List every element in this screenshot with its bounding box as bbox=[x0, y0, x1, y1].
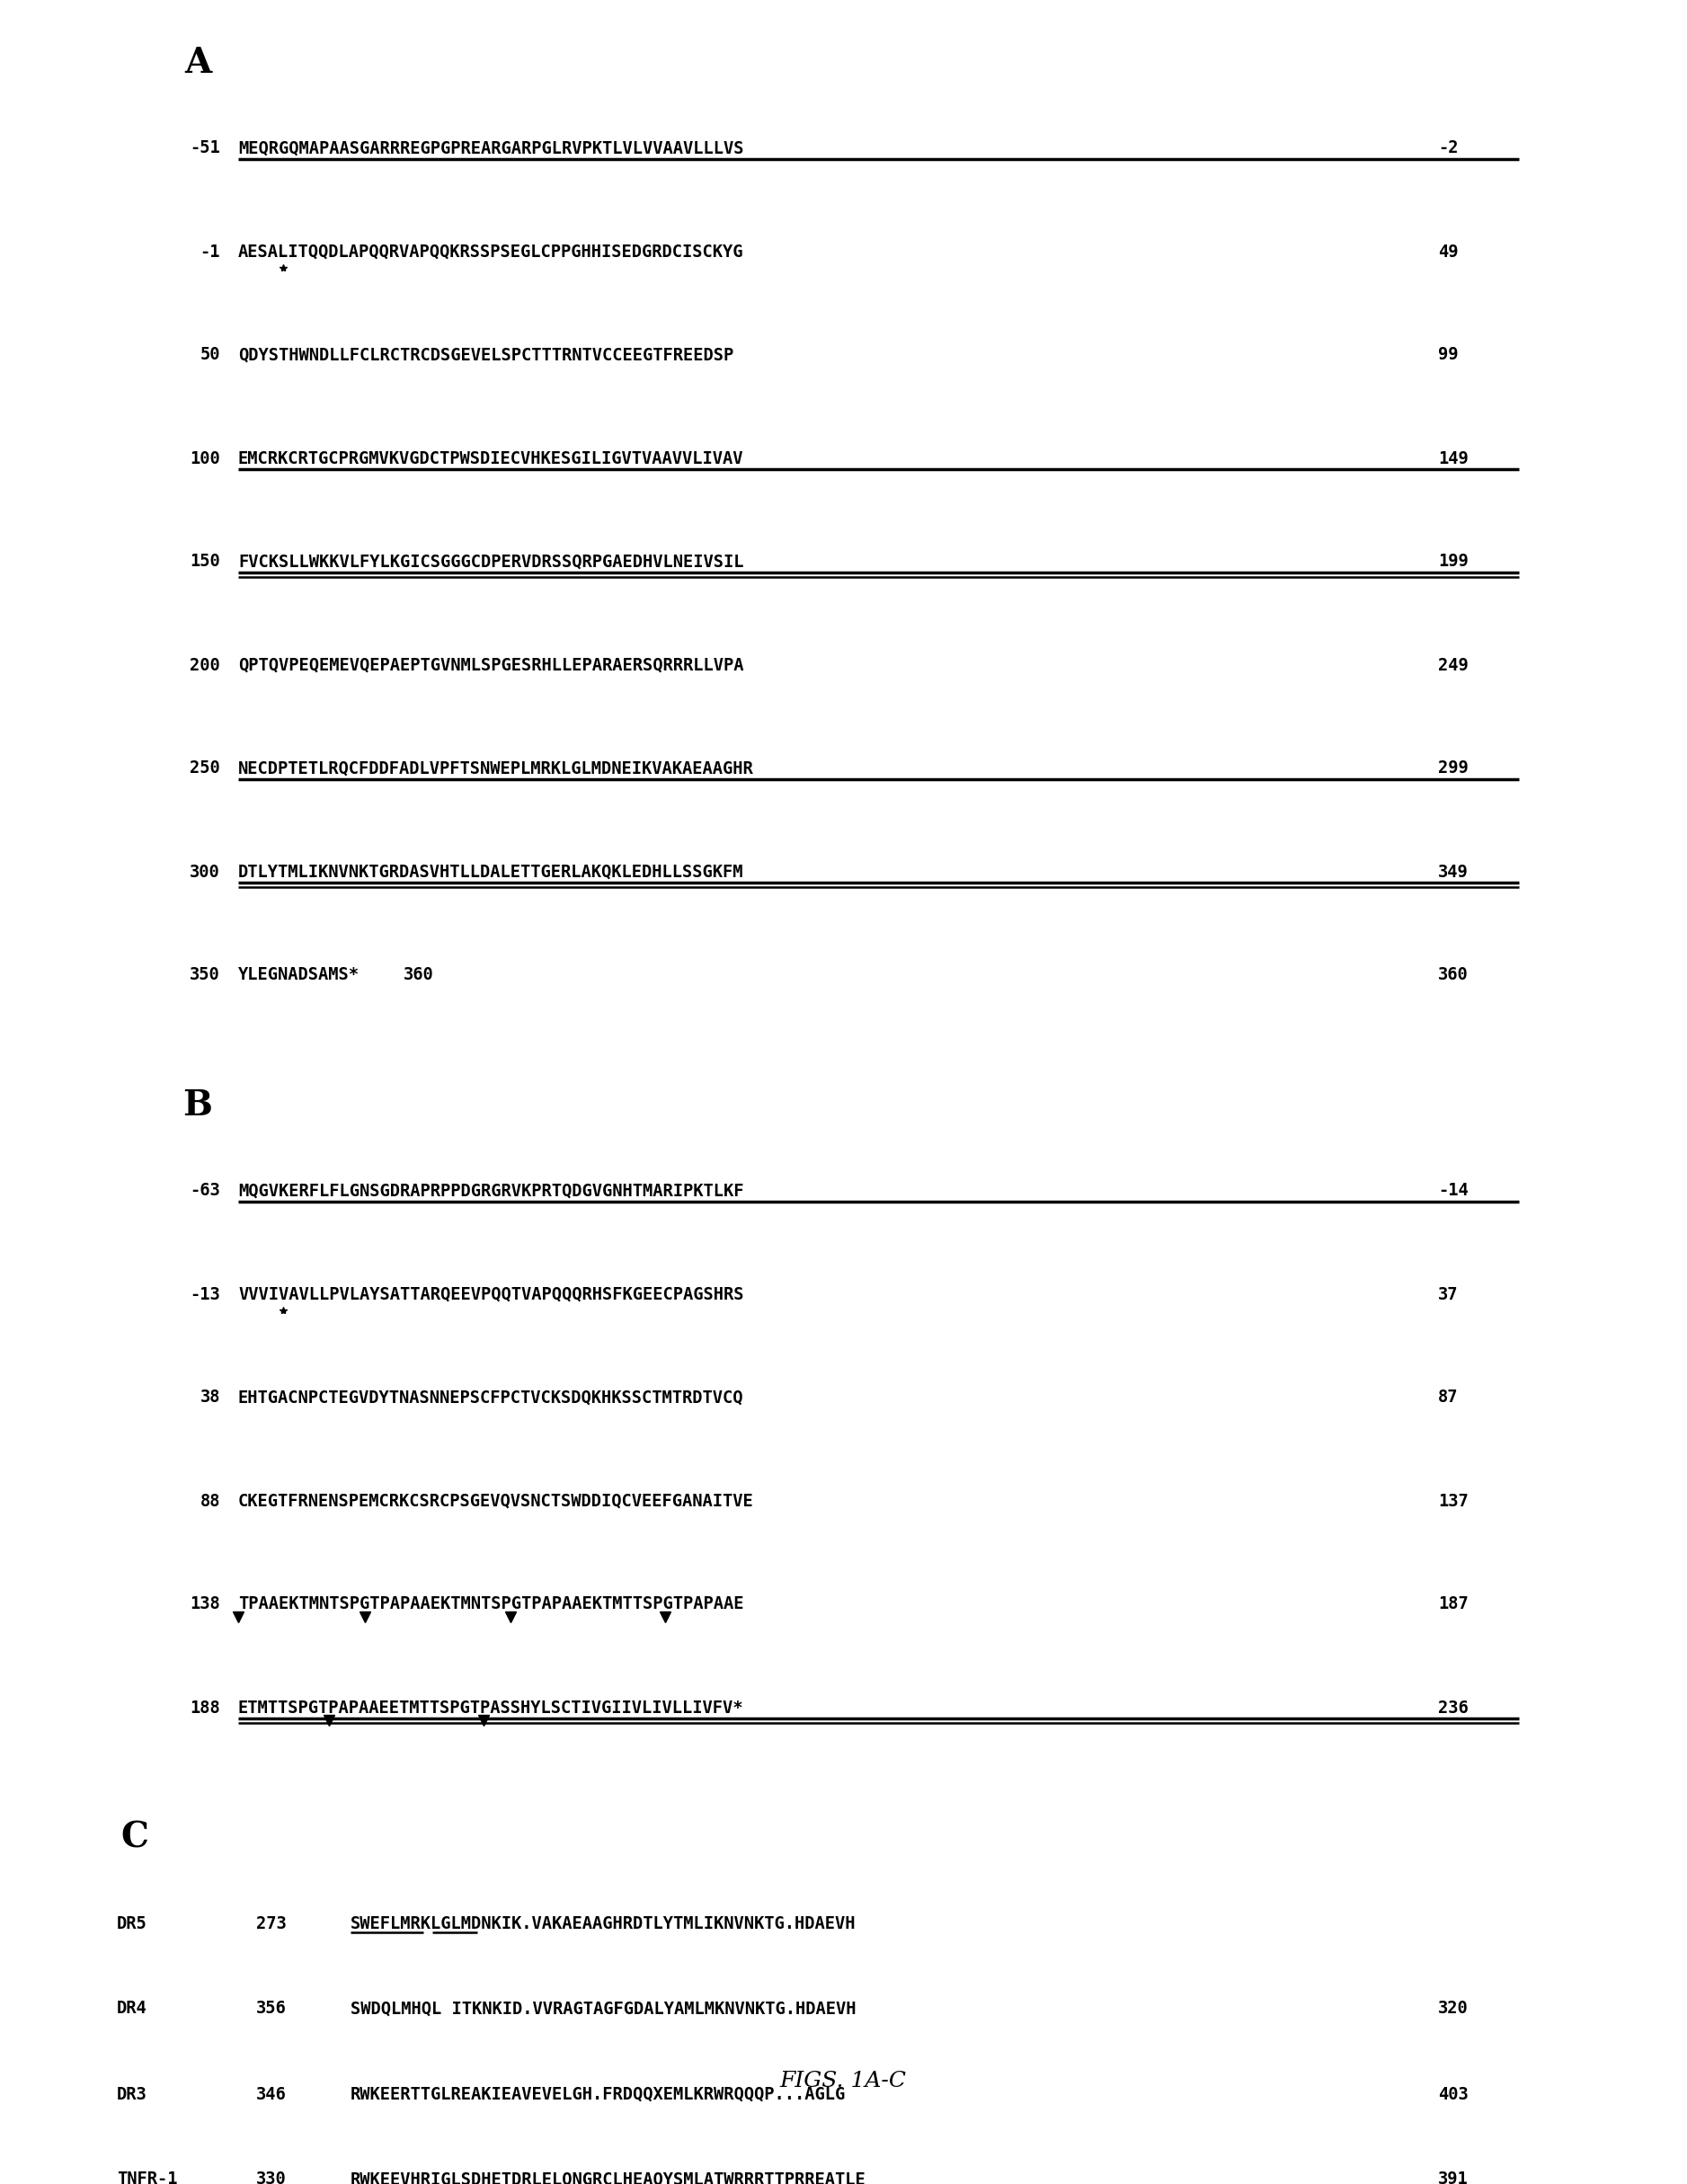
Text: -1: -1 bbox=[201, 242, 221, 260]
Text: AESALITQQDLAPQQRVAPQQKRSSPSEGLCPPGHHISEDGRDCISCKYG: AESALITQQDLAPQQRVAPQQKRSSPSEGLCPPGHHISED… bbox=[238, 242, 744, 260]
Text: 138: 138 bbox=[191, 1597, 221, 1612]
Text: 349: 349 bbox=[1437, 863, 1468, 880]
Text: 320: 320 bbox=[1437, 2001, 1468, 2018]
Text: DR3: DR3 bbox=[116, 2086, 147, 2103]
Text: SWEFLMRKLGLMDNKIK.VAKAEAAGHRDTLYTMLIKNVNKTG.HDAEVH: SWEFLMRKLGLMDNKIK.VAKAEAAGHRDTLYTMLIKNVN… bbox=[351, 1915, 855, 1933]
Text: TPAAEKTMNTSPGTPAPAAEKTMNTSPGTPAPAAEKTMTTSPGTPAPAAE: TPAAEKTMNTSPGTPAPAAEKTMNTSPGTPAPAAEKTMTT… bbox=[238, 1597, 744, 1612]
Text: 350: 350 bbox=[191, 968, 221, 983]
Text: 88: 88 bbox=[201, 1492, 221, 1509]
Text: -14: -14 bbox=[1437, 1182, 1468, 1199]
Text: 188: 188 bbox=[191, 1699, 221, 1717]
Text: EMCRKCRTGCPRGMVKVGDCTPWSDIECVHKESGILIGVTVAAVVLIVAV: EMCRKCRTGCPRGMVKVGDCTPWSDIECVHKESGILIGVT… bbox=[238, 450, 744, 467]
Text: 50: 50 bbox=[201, 347, 221, 363]
Text: RWKEERTTGLREAKIEAVEVELGH.FRDQQXEMLKRWRQQQP...AGLG: RWKEERTTGLREAKIEAVEVELGH.FRDQQXEMLKRWRQQ… bbox=[351, 2086, 845, 2103]
Text: 300: 300 bbox=[191, 863, 221, 880]
Text: 49: 49 bbox=[1437, 242, 1458, 260]
Text: 37: 37 bbox=[1437, 1286, 1458, 1304]
Text: NECDPTETLRQCFDDFADLVPFTSNWEPLMRKLGLMDNEIKVAKAEAAGHR: NECDPTETLRQCFDDFADLVPFTSNWEPLMRKLGLMDNEI… bbox=[238, 760, 754, 778]
Text: 187: 187 bbox=[1437, 1597, 1468, 1612]
Text: YLEGNADSAMS*: YLEGNADSAMS* bbox=[238, 968, 359, 983]
Text: QDYSTHWNDLLFCLRCTRCDSGEVELSPCTTTRNTVCCEEGTFREEDSP: QDYSTHWNDLLFCLRCTRCDSGEVELSPCTTTRNTVCCEE… bbox=[238, 347, 734, 363]
Text: 360: 360 bbox=[403, 968, 434, 983]
Text: 99: 99 bbox=[1437, 347, 1458, 363]
Text: 299: 299 bbox=[1437, 760, 1468, 778]
Text: -13: -13 bbox=[191, 1286, 221, 1304]
Text: EHTGACNPCTEGVDYTNASNNEPSCFPCTVCKSDQKHKSSCTMTRDTVCQ: EHTGACNPCTEGVDYTNASNNEPSCFPCTVCKSDQKHKSS… bbox=[238, 1389, 744, 1406]
Text: DR4: DR4 bbox=[116, 2001, 147, 2018]
Text: 87: 87 bbox=[1437, 1389, 1458, 1406]
Text: 199: 199 bbox=[1437, 553, 1468, 570]
Text: -51: -51 bbox=[191, 140, 221, 157]
Text: 137: 137 bbox=[1437, 1492, 1468, 1509]
Text: 249: 249 bbox=[1437, 657, 1468, 673]
Text: -2: -2 bbox=[1437, 140, 1458, 157]
Text: 38: 38 bbox=[201, 1389, 221, 1406]
Text: DR5: DR5 bbox=[116, 1915, 147, 1933]
Text: 150: 150 bbox=[191, 553, 221, 570]
Text: FIGS. 1A-C: FIGS. 1A-C bbox=[779, 2070, 906, 2090]
Text: 236: 236 bbox=[1437, 1699, 1468, 1717]
Text: A: A bbox=[184, 46, 211, 81]
Text: 200: 200 bbox=[191, 657, 221, 673]
Text: 403: 403 bbox=[1437, 2086, 1468, 2103]
Text: TNFR-1: TNFR-1 bbox=[116, 2171, 177, 2184]
Text: 330: 330 bbox=[256, 2171, 287, 2184]
Text: 391: 391 bbox=[1437, 2171, 1468, 2184]
Text: MQGVKERFLFLGNSGDRAPRPPDGRGRVKPRTQDGVGNHTMARIPKTLKF: MQGVKERFLFLGNSGDRAPRPPDGRGRVKPRTQDGVGNHT… bbox=[238, 1182, 744, 1199]
Text: 346: 346 bbox=[256, 2086, 287, 2103]
Text: B: B bbox=[182, 1088, 213, 1123]
Text: RWKEEVHRIGLSDHETDRLELQNGRCLHEAQYSMLATWRRRTTPRREATLE: RWKEEVHRIGLSDHETDRLELQNGRCLHEAQYSMLATWRR… bbox=[351, 2171, 865, 2184]
Text: 360: 360 bbox=[1437, 968, 1468, 983]
Text: DTLYTMLIKNVNKTGRDASVHTLLDALETTGERLAKQKLEDHLLSSGKFM: DTLYTMLIKNVNKTGRDASVHTLLDALETTGERLAKQKLE… bbox=[238, 863, 744, 880]
Text: CKEGTFRNENSPEMCRKCSRCPSGEVQVSNCTSWDDIQCVEEFGANAITVE: CKEGTFRNENSPEMCRKCSRCPSGEVQVSNCTSWDDIQCV… bbox=[238, 1492, 754, 1509]
Text: VVVIVAVLLPVLAYSATTARQEEVPQQTVAPQQQRHSFKGEECPAGSHRS: VVVIVAVLLPVLAYSATTARQEEVPQQTVAPQQQRHSFKG… bbox=[238, 1286, 744, 1304]
Text: 356: 356 bbox=[256, 2001, 287, 2018]
Text: 100: 100 bbox=[191, 450, 221, 467]
Text: ETMTTSPGTPAPAAEETMTTSPGTPASSHYLSCTIVGIIVLIVLLIVFV*: ETMTTSPGTPAPAAEETMTTSPGTPASSHYLSCTIVGIIV… bbox=[238, 1699, 744, 1717]
Text: C: C bbox=[121, 1821, 148, 1854]
Text: -63: -63 bbox=[191, 1182, 221, 1199]
Text: MEQRGQMAPAASGARRREGPGPREARGARPGLRVPKTLVLVVAAVLLLVS: MEQRGQMAPAASGARRREGPGPREARGARPGLRVPKTLVL… bbox=[238, 140, 744, 157]
Text: 149: 149 bbox=[1437, 450, 1468, 467]
Text: FVCKSLLWKKVLFYLKGICSGGGCDPERVDRSSQRPGAEDHVLNEIVSIL: FVCKSLLWKKVLFYLKGICSGGGCDPERVDRSSQRPGAED… bbox=[238, 553, 744, 570]
Text: SWDQLMHQL ITKNKID.VVRAGTAGFGDALYAMLMKNVNKTG.HDAEVH: SWDQLMHQL ITKNKID.VVRAGTAGFGDALYAMLMKNVN… bbox=[351, 2001, 855, 2018]
Text: 250: 250 bbox=[191, 760, 221, 778]
Text: 273: 273 bbox=[256, 1915, 287, 1933]
Text: QPTQVPEQEMEVQEPAEPTGVNMLSPGESRHLLEPARAERSQRRRLLVPA: QPTQVPEQEMEVQEPAEPTGVNMLSPGESRHLLEPARAER… bbox=[238, 657, 744, 673]
